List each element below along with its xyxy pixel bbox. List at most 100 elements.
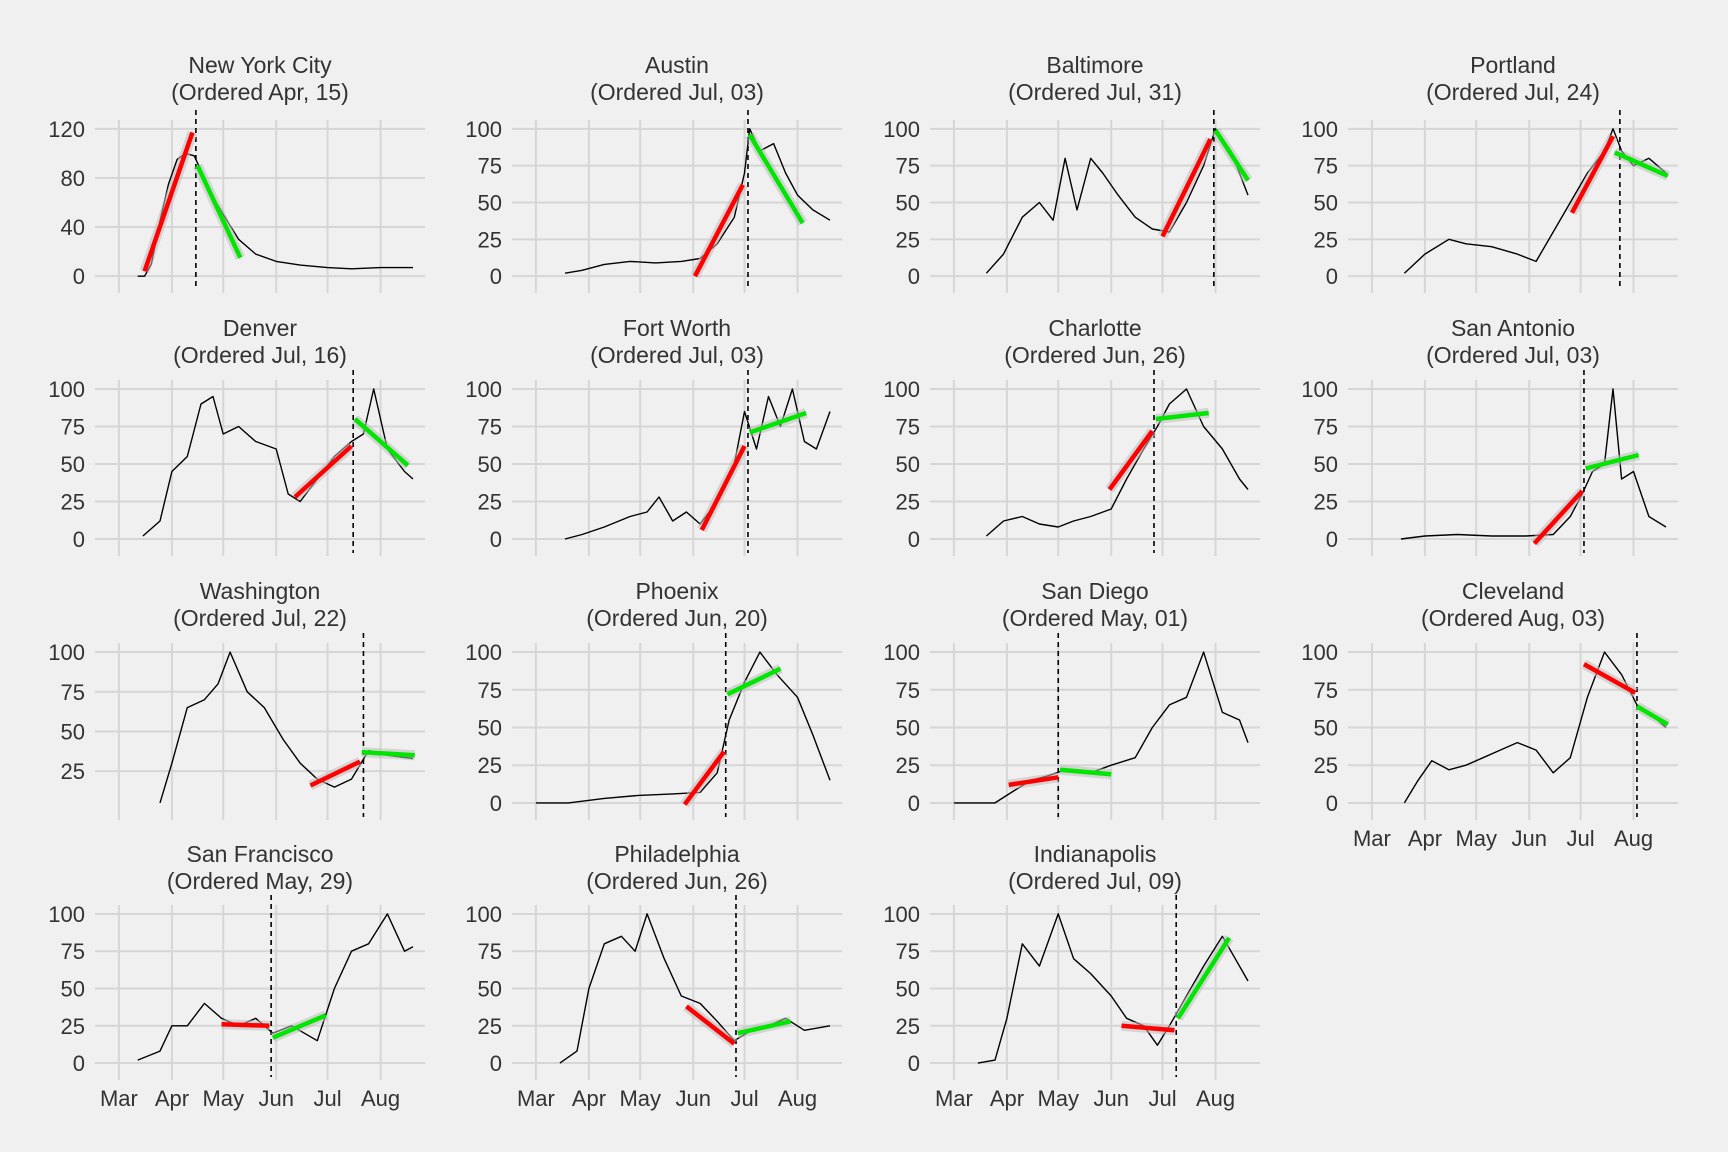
y-tick-label: 100 (883, 902, 920, 927)
y-tick-label: 0 (490, 791, 502, 816)
x-tick-label: Apr (990, 1086, 1024, 1111)
x-tick-label: Aug (1196, 1086, 1235, 1111)
y-tick-label: 0 (490, 264, 502, 289)
panel-subtitle: (Ordered Jul, 16) (173, 342, 347, 368)
y-tick-label: 75 (896, 154, 920, 179)
y-tick-label: 50 (1314, 716, 1338, 741)
series-line (564, 128, 831, 274)
y-tick-label: 75 (1314, 678, 1338, 703)
post-trend-line (726, 666, 782, 697)
y-tick-label: 100 (48, 377, 85, 402)
y-tick-label: 25 (896, 490, 920, 515)
y-tick-label: 0 (908, 791, 920, 816)
x-tick-label: Jun (259, 1086, 294, 1111)
y-tick-label: 25 (1314, 227, 1338, 252)
x-tick-label: Jun (1094, 1086, 1129, 1111)
series-line (977, 913, 1249, 1064)
series-line (1403, 128, 1667, 274)
panel-subtitle: (Ordered May, 01) (1002, 605, 1188, 631)
panel-8: Washington(Ordered Jul, 22) 25 50 75 100 (48, 578, 425, 820)
y-tick-label: 75 (478, 678, 502, 703)
y-tick-label: 25 (1314, 753, 1338, 778)
y-tick-label: 50 (896, 977, 920, 1002)
y-tick-label: 75 (61, 939, 85, 964)
pre-trend-line (1582, 662, 1637, 695)
panel-subtitle: (Ordered Jul, 24) (1426, 79, 1600, 105)
series-line (985, 388, 1249, 537)
y-tick-label: 75 (896, 939, 920, 964)
panel-title: Fort Worth (623, 315, 731, 341)
y-tick-label: 0 (73, 527, 85, 552)
x-tick-label: Aug (778, 1086, 817, 1111)
y-tick-label: 25 (896, 753, 920, 778)
x-tick-label: Apr (155, 1086, 189, 1111)
y-tick-label: 0 (908, 527, 920, 552)
pre-trend-line (142, 131, 195, 272)
post-trend-line (737, 1019, 792, 1036)
panel-title: Charlotte (1048, 315, 1141, 341)
panel-subtitle: (Ordered Jul, 03) (590, 79, 764, 105)
panel-subtitle: (Ordered Jul, 09) (1008, 868, 1182, 894)
panel-7: San Antonio(Ordered Jul, 03) 0 25 50 75 100 (1301, 315, 1678, 556)
y-tick-label: 0 (1326, 264, 1338, 289)
pre-trend-line (1107, 429, 1155, 491)
y-tick-label: 100 (465, 377, 502, 402)
pre-trend-line (685, 1004, 736, 1046)
post-trend-line (1213, 129, 1250, 182)
panel-title: San Francisco (186, 841, 333, 867)
x-tick-label: Apr (1408, 826, 1442, 851)
series-line (142, 388, 414, 537)
post-trend-line (747, 133, 805, 225)
x-tick-label: Jul (1566, 826, 1594, 851)
panel-5: Fort Worth(Ordered Jul, 03) 0 25 50 75 100 (465, 315, 842, 556)
y-tick-label: 25 (61, 1014, 85, 1039)
y-tick-label: 75 (896, 678, 920, 703)
post-trend-line (1155, 410, 1209, 422)
y-tick-label: 75 (478, 415, 502, 440)
x-tick-label: May (619, 1086, 661, 1111)
panel-6: Charlotte(Ordered Jun, 26) 0 25 50 75 100 (883, 315, 1260, 556)
x-tick-label: May (1455, 826, 1497, 851)
y-tick-label: 0 (908, 1051, 920, 1076)
y-tick-label: 0 (1326, 791, 1338, 816)
y-tick-label: 50 (478, 716, 502, 741)
y-tick-label: 25 (478, 1014, 502, 1039)
y-tick-label: 100 (1301, 640, 1338, 665)
y-tick-label: 50 (478, 452, 502, 477)
pre-trend-line (1532, 489, 1584, 546)
x-tick-label: Mar (1353, 826, 1391, 851)
panel-9: Phoenix(Ordered Jun, 20) 0 25 50 75 100 (465, 578, 842, 820)
y-tick-label: 100 (48, 640, 85, 665)
x-tick-label: May (202, 1086, 244, 1111)
x-tick-label: Jul (313, 1086, 341, 1111)
panel-subtitle: (Ordered Jul, 22) (173, 605, 347, 631)
panel-subtitle: (Ordered Jun, 20) (586, 605, 768, 631)
panel-title: Cleveland (1462, 578, 1564, 604)
y-tick-label: 75 (61, 680, 85, 705)
y-tick-label: 100 (1301, 377, 1338, 402)
pre-trend-line (1160, 138, 1213, 238)
pre-trend-line (221, 1022, 270, 1029)
y-tick-label: 100 (883, 377, 920, 402)
x-tick-label: Mar (935, 1086, 973, 1111)
panel-11: Cleveland(Ordered Aug, 03) 0 25 50 75 100 Mar A… (1301, 578, 1678, 851)
post-trend-line (195, 164, 243, 259)
panel-title: Denver (223, 315, 297, 341)
panel-subtitle: (Ordered Jun, 26) (1004, 342, 1186, 368)
panel-subtitle: (Ordered Jul, 03) (590, 342, 764, 368)
panel-title: Indianapolis (1034, 841, 1157, 867)
y-tick-label: 75 (478, 154, 502, 179)
panel-0: New York City(Ordered Apr, 15) 0 40 80 120 (48, 52, 425, 293)
pre-trend-line (1121, 1023, 1175, 1033)
y-tick-label: 25 (1314, 490, 1338, 515)
panel-4: Denver(Ordered Jul, 16) 0 25 50 75 100 (48, 315, 425, 556)
post-trend-line (361, 749, 415, 758)
panel-subtitle: (Ordered Jun, 26) (586, 868, 768, 894)
y-tick-label: 50 (478, 191, 502, 216)
post-trend-line (353, 417, 410, 468)
series-line (535, 651, 831, 804)
y-tick-label: 120 (48, 117, 85, 142)
y-tick-label: 50 (1314, 191, 1338, 216)
pre-trend-line (1570, 135, 1616, 214)
